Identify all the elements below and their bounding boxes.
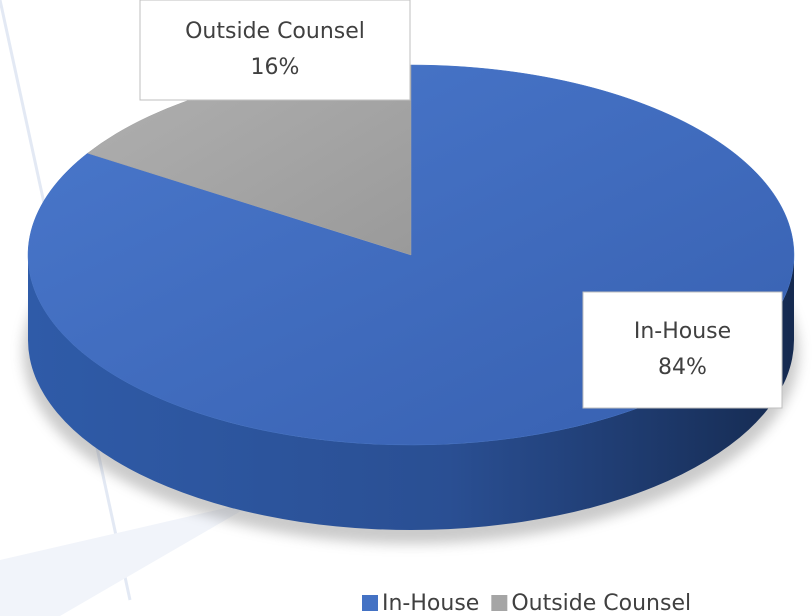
data-labels: In-House 84% Outside Counsel 16% <box>139 0 783 409</box>
data-label-value: 84% <box>658 355 707 380</box>
legend-swatch <box>491 595 508 611</box>
data-label-value: 16% <box>251 55 300 80</box>
legend-text: Outside Counsel <box>511 591 691 616</box>
legend-text: In-House <box>382 591 479 616</box>
pie-side <box>28 255 794 530</box>
legend-swatch <box>362 595 378 611</box>
data-label-category: In-House <box>634 319 731 344</box>
legend: In-House Outside Counsel <box>362 591 691 616</box>
data-label-box <box>139 0 411 101</box>
data-label-box <box>582 291 783 409</box>
data-label-category: Outside Counsel <box>185 19 365 44</box>
